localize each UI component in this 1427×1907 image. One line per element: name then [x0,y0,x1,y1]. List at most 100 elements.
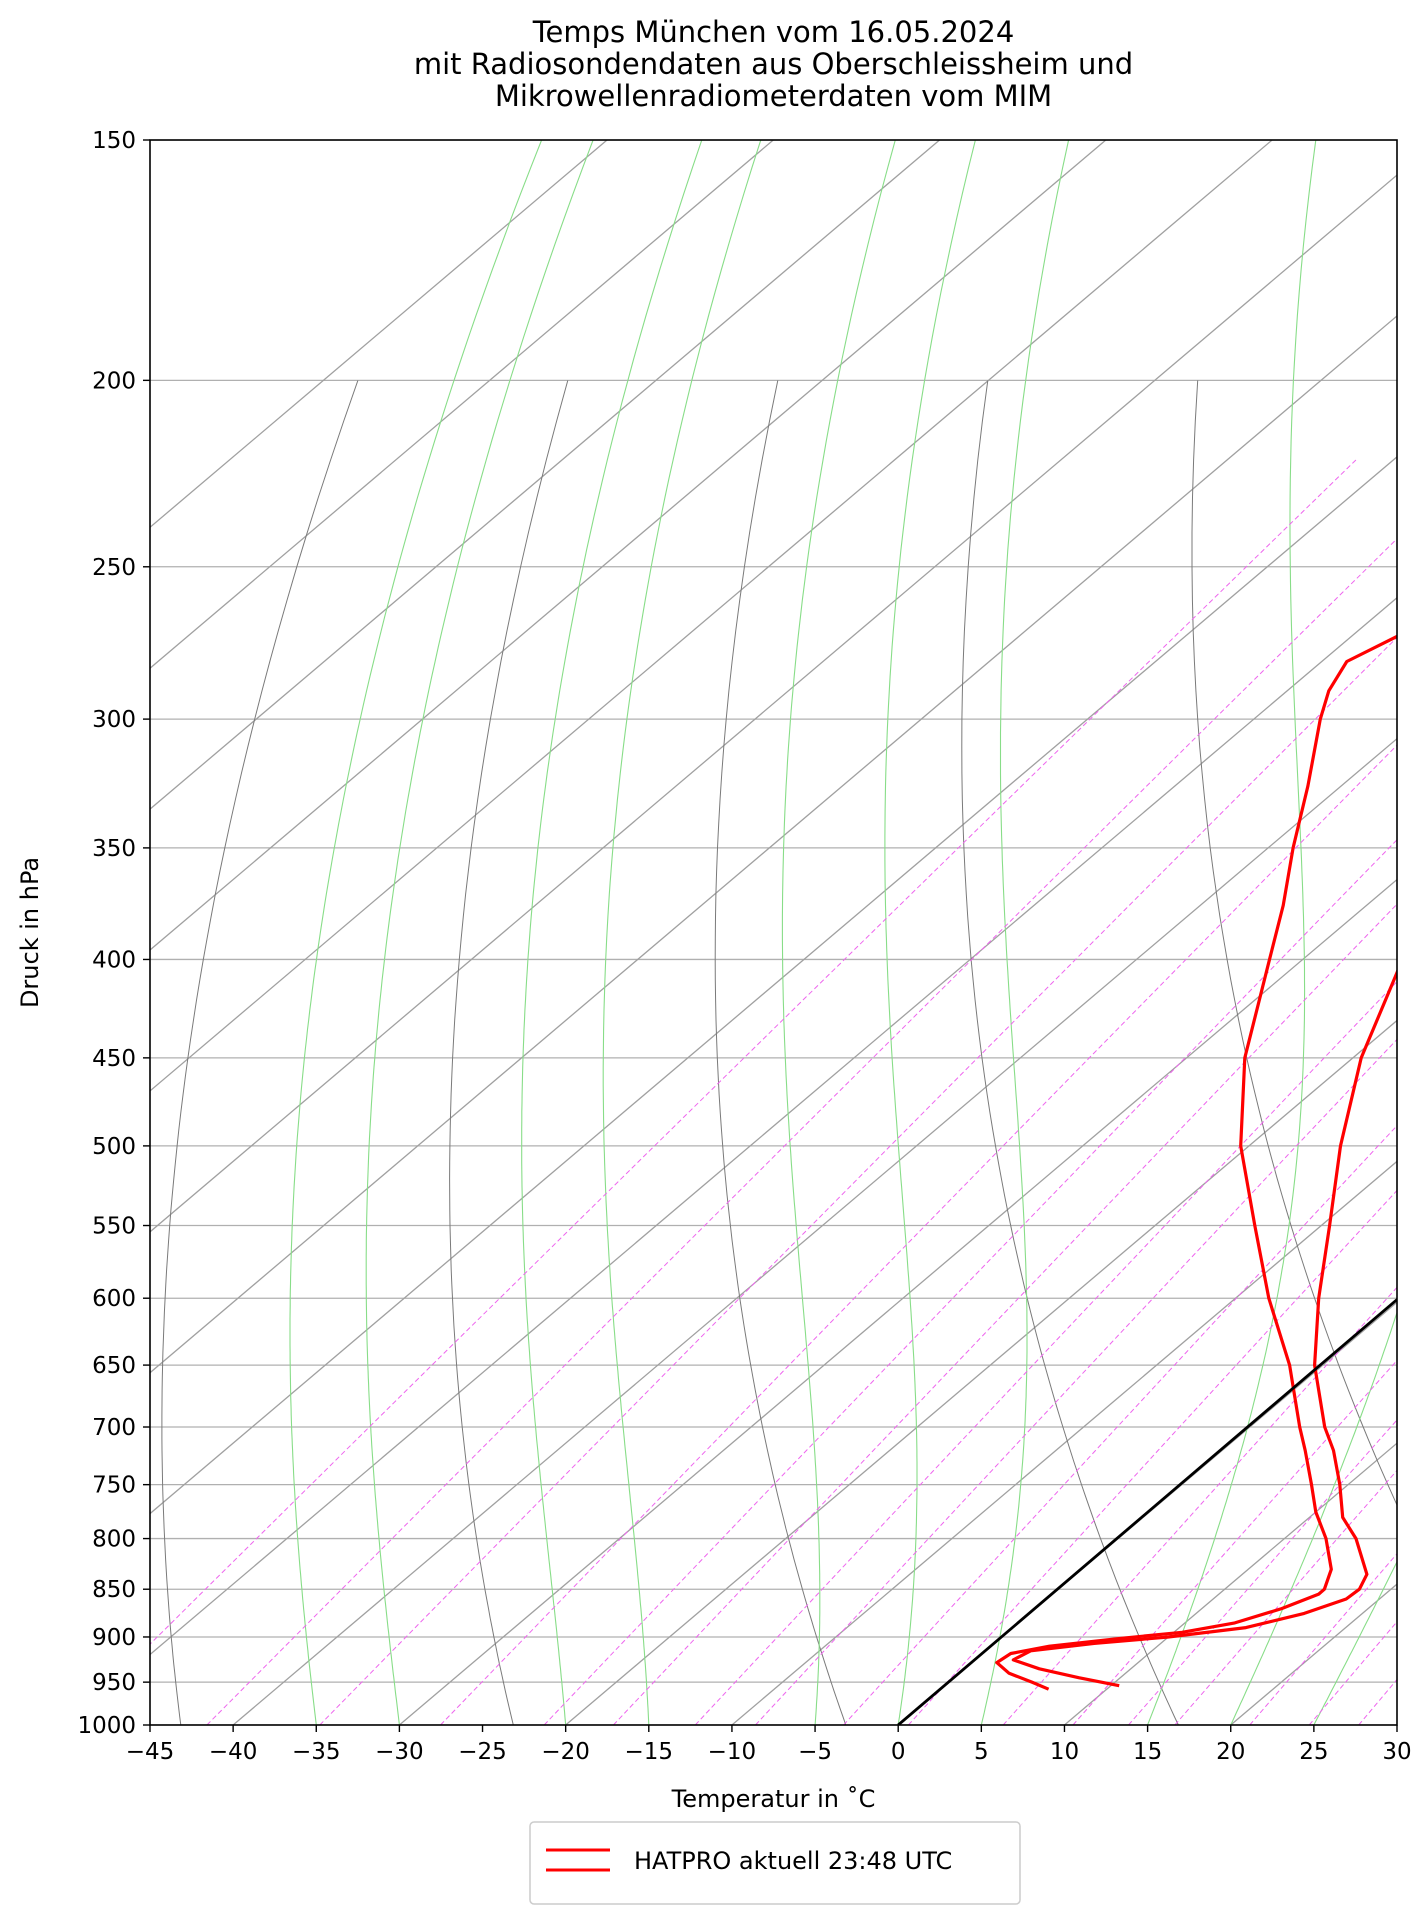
moist-adiabat-line [884,140,976,1725]
moist-adiabat-line [781,140,896,1725]
isotherm-line [150,140,1273,1092]
mixing-ratio-line [613,903,1397,1725]
y-tick-label: 300 [92,707,136,733]
legend-box [529,1821,1021,1905]
moist-adiabat-line [521,140,703,1725]
isotherm-line [565,1019,1397,1725]
plot-frame [149,139,1398,1726]
moist-adiabat-line [1147,140,1317,1725]
dry-adiabat-line [1408,380,1427,1725]
title-line-1: Temps München vom 16.05.2024 [532,15,1015,49]
x-tick-label: −35 [292,1739,341,1765]
isotherm-line [150,596,1397,1656]
mixing-ratio-line [1249,1553,1397,1725]
x-tick-label: 15 [1133,1739,1162,1765]
x-tick-label: −15 [625,1739,674,1765]
isotherm-line [150,140,1107,951]
x-tick-label: 25 [1299,1739,1328,1765]
y-axis-label: Druck in hPa [16,857,44,1008]
x-axis-label: Temperatur in ˚C [671,1785,876,1813]
y-tick-label: 900 [92,1625,136,1651]
isotherm-line [1064,1442,1397,1725]
plot-area [150,140,1427,1725]
moist-adiabat-line [980,140,1070,1725]
x-tick-label: 5 [974,1739,989,1765]
mixing-ratio-line [543,839,1397,1725]
y-tick-label: 600 [92,1286,136,1312]
dry-adiabat-line [449,380,569,1725]
x-tick-label: 10 [1050,1739,1079,1765]
dry-adiabat-line [1191,380,1397,1507]
y-tick-label: 550 [92,1214,136,1240]
isotherm-line [150,140,608,529]
y-tick-label: 800 [92,1527,136,1553]
isotherm-line [150,140,940,810]
y-tick-label: 450 [92,1046,136,1072]
isotherm-line [1396,1724,1397,1725]
y-tick-label: 200 [92,368,136,394]
data-series [897,634,1397,1725]
mixing-ratio-line [440,744,1397,1725]
x-tick-label: −10 [708,1739,757,1765]
isotherm-line [232,737,1397,1725]
isotherm-line [398,878,1397,1725]
isotherm-line [150,456,1397,1515]
isotherm-line [150,140,774,670]
y-tick-label: 350 [92,836,136,862]
x-axis-ticks: −45 −40 −35 −30 −25 −20 −15 −10 −5 0 5 10 15 20 25 30 [126,1725,1412,1765]
x-tick-label: −45 [126,1739,175,1765]
y-tick-label: 750 [92,1473,136,1499]
mixing-ratio-line [755,1038,1397,1725]
reference-line [897,1297,1397,1725]
y-tick-label: 1000 [77,1713,136,1739]
y-tick-label: 150 [92,128,136,154]
isotherm-line [150,174,1397,1233]
moist-adiabats [289,140,1397,1725]
y-tick-label: 500 [92,1134,136,1160]
pressure-grid [150,140,1397,1725]
hatpro-profile-1 [1011,968,1397,1688]
x-tick-label: −30 [375,1739,424,1765]
moist-adiabat-line [1313,1560,1397,1725]
moist-adiabat-line [602,140,762,1725]
legend-entry-label: HATPRO aktuell 23:48 UTC [634,1847,952,1875]
x-tick-label: −25 [458,1739,507,1765]
mixing-ratio-line [843,1124,1397,1725]
mixing-ratio-lines [150,459,1397,1725]
dry-adiabats [161,380,1427,1725]
x-tick-label: 0 [891,1739,906,1765]
dry-adiabat-line [161,380,359,1725]
mixing-ratio-line [1072,1359,1397,1725]
x-tick-label: −40 [209,1739,258,1765]
mixing-ratio-line [1002,1286,1397,1725]
y-tick-label: 400 [92,947,136,973]
hatpro-profile-2 [995,634,1397,1691]
mixing-ratio-line [1128,1419,1397,1725]
moist-adiabat-line [1396,1723,1397,1725]
moist-adiabat-line [365,140,594,1725]
moist-adiabat-line [1230,1310,1397,1725]
y-tick-label: 850 [92,1577,136,1603]
moist-adiabat-line [289,140,543,1725]
mixing-ratio-line [694,980,1397,1725]
mixing-ratio-line [206,538,1397,1725]
x-tick-label: 30 [1382,1739,1411,1765]
isotherm-line [897,1301,1397,1725]
mixing-ratio-line [319,636,1397,1725]
y-axis-ticks: 150 200 250 300 350 400 450 500 550 600 650 700 750 8… [77,128,150,1739]
y-tick-label: 650 [92,1353,136,1379]
title-line-3: Mikrowellenradiometerdaten vom MIM [495,79,1052,113]
title-line-2: mit Radiosondendaten aus Oberschleisshei… [414,47,1133,81]
dry-adiabat-line [961,380,1179,1725]
isotherm-line [731,1160,1397,1725]
x-tick-label: −20 [541,1739,590,1765]
y-tick-label: 950 [92,1670,136,1696]
x-tick-label: 20 [1216,1739,1245,1765]
dry-adiabat-line [714,380,847,1725]
x-tick-label: −5 [798,1739,832,1765]
mixing-ratio-line [908,1189,1397,1725]
mixing-ratio-line [150,459,1357,1645]
legend: HATPRO aktuell 23:48 UTC [529,1821,1021,1905]
